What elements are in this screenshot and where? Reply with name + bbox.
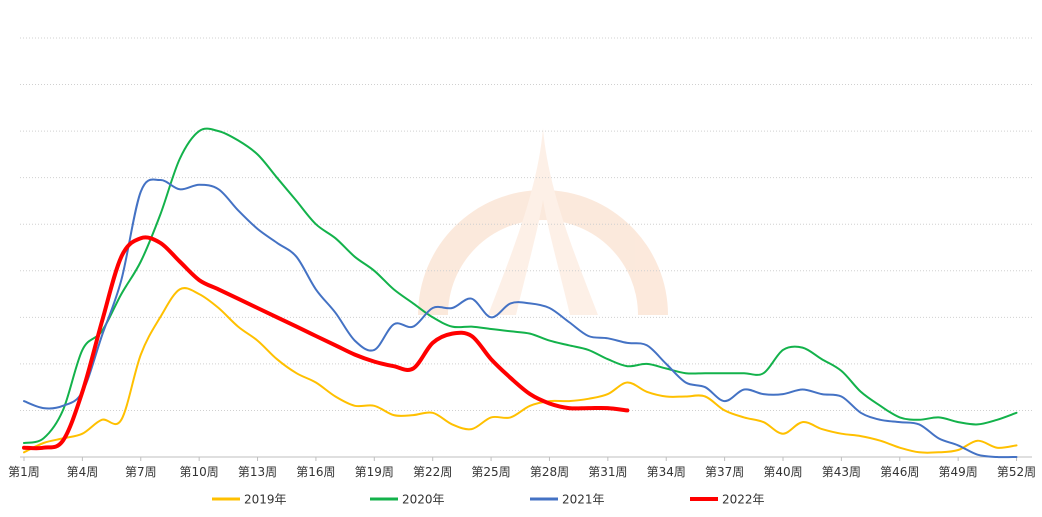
x-tick-label: 第10周 — [180, 465, 219, 479]
watermark-ring — [418, 190, 668, 315]
watermark-flame — [488, 128, 598, 315]
series-line-2 — [23, 127, 1018, 444]
x-tick-label: 第46周 — [880, 465, 919, 479]
x-tick-label: 第25周 — [471, 465, 510, 479]
series-line-4 — [22, 235, 630, 451]
x-tick-label: 第22周 — [413, 465, 452, 479]
x-tick-label: 第19周 — [355, 465, 394, 479]
legend-label: 2022年 — [722, 493, 765, 507]
x-tick-label: 第16周 — [296, 465, 335, 479]
x-tick-label: 第40周 — [763, 465, 802, 479]
series-line-1 — [23, 287, 1018, 454]
x-tick-label: 第1周 — [8, 465, 40, 479]
x-axis: 第1周 第4周 第7周 第10周 第13周 第16周 第19周 第22周 第25周 第28周 第31… — [8, 456, 1036, 479]
legend-label: 2021年 — [562, 493, 605, 507]
y-gridlines — [20, 37, 1032, 411]
watermark-logo — [418, 128, 668, 315]
x-tick-label: 第31周 — [588, 465, 627, 479]
x-tick-label: 第28周 — [530, 465, 569, 479]
x-tick-label: 第7周 — [125, 465, 157, 479]
x-tick-label: 第52周 — [997, 465, 1036, 479]
legend-label: 2019年 — [244, 493, 287, 507]
series-lines — [22, 127, 1018, 459]
x-tick-label: 第49周 — [939, 465, 978, 479]
x-tick-label: 第37周 — [705, 465, 744, 479]
series-line-3 — [23, 178, 1018, 459]
x-tick-label: 第43周 — [822, 465, 861, 479]
x-tick-label: 第4周 — [67, 465, 99, 479]
legend-label: 2020年 — [402, 493, 445, 507]
legend: 2019年 2020年 2021年 2022年 — [212, 493, 765, 507]
x-tick-label: 第34周 — [647, 465, 686, 479]
x-tick-label: 第13周 — [238, 465, 277, 479]
